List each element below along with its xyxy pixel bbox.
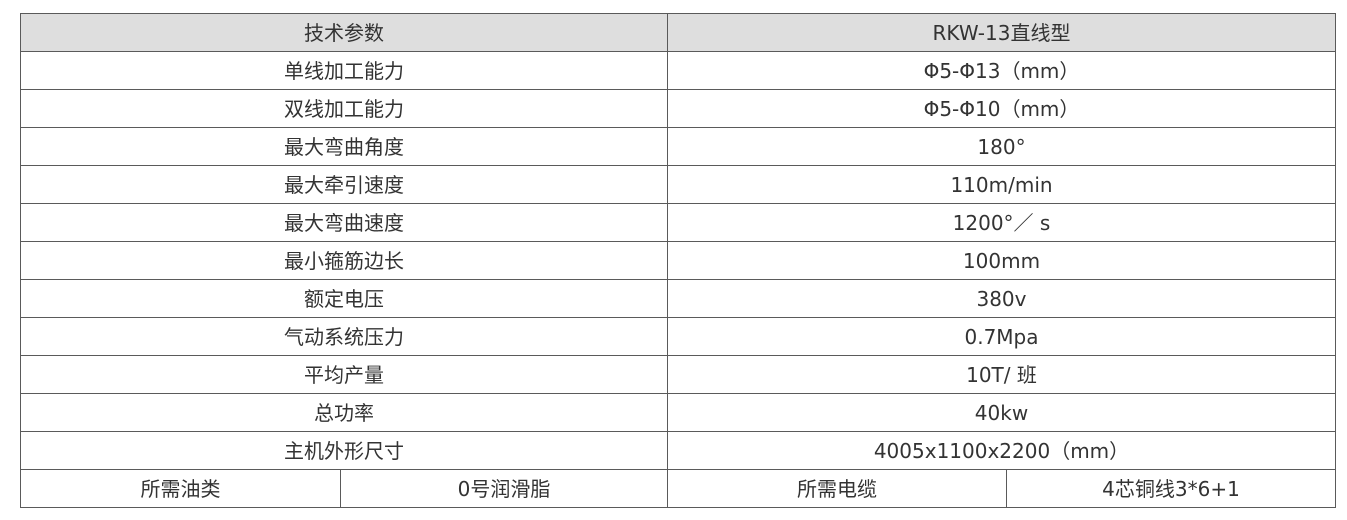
param-value: 380v xyxy=(667,279,1336,318)
table-row: 最大弯曲速度 1200°／ s xyxy=(20,203,1336,242)
header-param: 技术参数 xyxy=(20,13,668,52)
table-row: 双线加工能力 Φ5-Φ10（mm） xyxy=(20,89,1336,128)
param-value: 40kw xyxy=(667,393,1336,432)
param-value: 10T/ 班 xyxy=(667,355,1336,394)
param-value: 4005x1100x2200（mm） xyxy=(667,431,1336,470)
param-label: 最大牵引速度 xyxy=(20,165,668,204)
param-value: 100mm xyxy=(667,241,1336,280)
param-label: 最大弯曲速度 xyxy=(20,203,668,242)
param-value: Φ5-Φ10（mm） xyxy=(667,89,1336,128)
param-value: 0.7Mpa xyxy=(667,317,1336,356)
param-label: 最大弯曲角度 xyxy=(20,127,668,166)
param-label: 气动系统压力 xyxy=(20,317,668,356)
param-label: 额定电压 xyxy=(20,279,668,318)
param-label: 总功率 xyxy=(20,393,668,432)
table-row: 最大弯曲角度 180° xyxy=(20,127,1336,166)
table-row: 气动系统压力 0.7Mpa xyxy=(20,317,1336,356)
table-row: 平均产量 10T/ 班 xyxy=(20,355,1336,394)
spec-table: 技术参数 RKW-13直线型 单线加工能力 Φ5-Φ13（mm） 双线加工能力 Φ5-… xyxy=(20,13,1336,508)
table-header-row: 技术参数 RKW-13直线型 xyxy=(20,13,1336,52)
table-row: 最大牵引速度 110m/min xyxy=(20,165,1336,204)
table-row: 总功率 40kw xyxy=(20,393,1336,432)
param-label: 平均产量 xyxy=(20,355,668,394)
oil-label: 所需油类 xyxy=(20,469,341,508)
cable-label: 所需电缆 xyxy=(667,469,1007,508)
param-value: 110m/min xyxy=(667,165,1336,204)
table-row-last: 所需油类 0号润滑脂 所需电缆 4芯铜线3*6+1 xyxy=(20,469,1336,508)
table-row: 额定电压 380v xyxy=(20,279,1336,318)
param-label: 双线加工能力 xyxy=(20,89,668,128)
param-label: 主机外形尺寸 xyxy=(20,431,668,470)
cable-value: 4芯铜线3*6+1 xyxy=(1006,469,1336,508)
table-row: 最小箍筋边长 100mm xyxy=(20,241,1336,280)
param-value: Φ5-Φ13（mm） xyxy=(667,51,1336,90)
param-label: 单线加工能力 xyxy=(20,51,668,90)
header-model: RKW-13直线型 xyxy=(667,13,1336,52)
oil-value: 0号润滑脂 xyxy=(340,469,668,508)
param-value: 1200°／ s xyxy=(667,203,1336,242)
table-row: 单线加工能力 Φ5-Φ13（mm） xyxy=(20,51,1336,90)
param-value: 180° xyxy=(667,127,1336,166)
param-label: 最小箍筋边长 xyxy=(20,241,668,280)
table-row: 主机外形尺寸 4005x1100x2200（mm） xyxy=(20,431,1336,470)
